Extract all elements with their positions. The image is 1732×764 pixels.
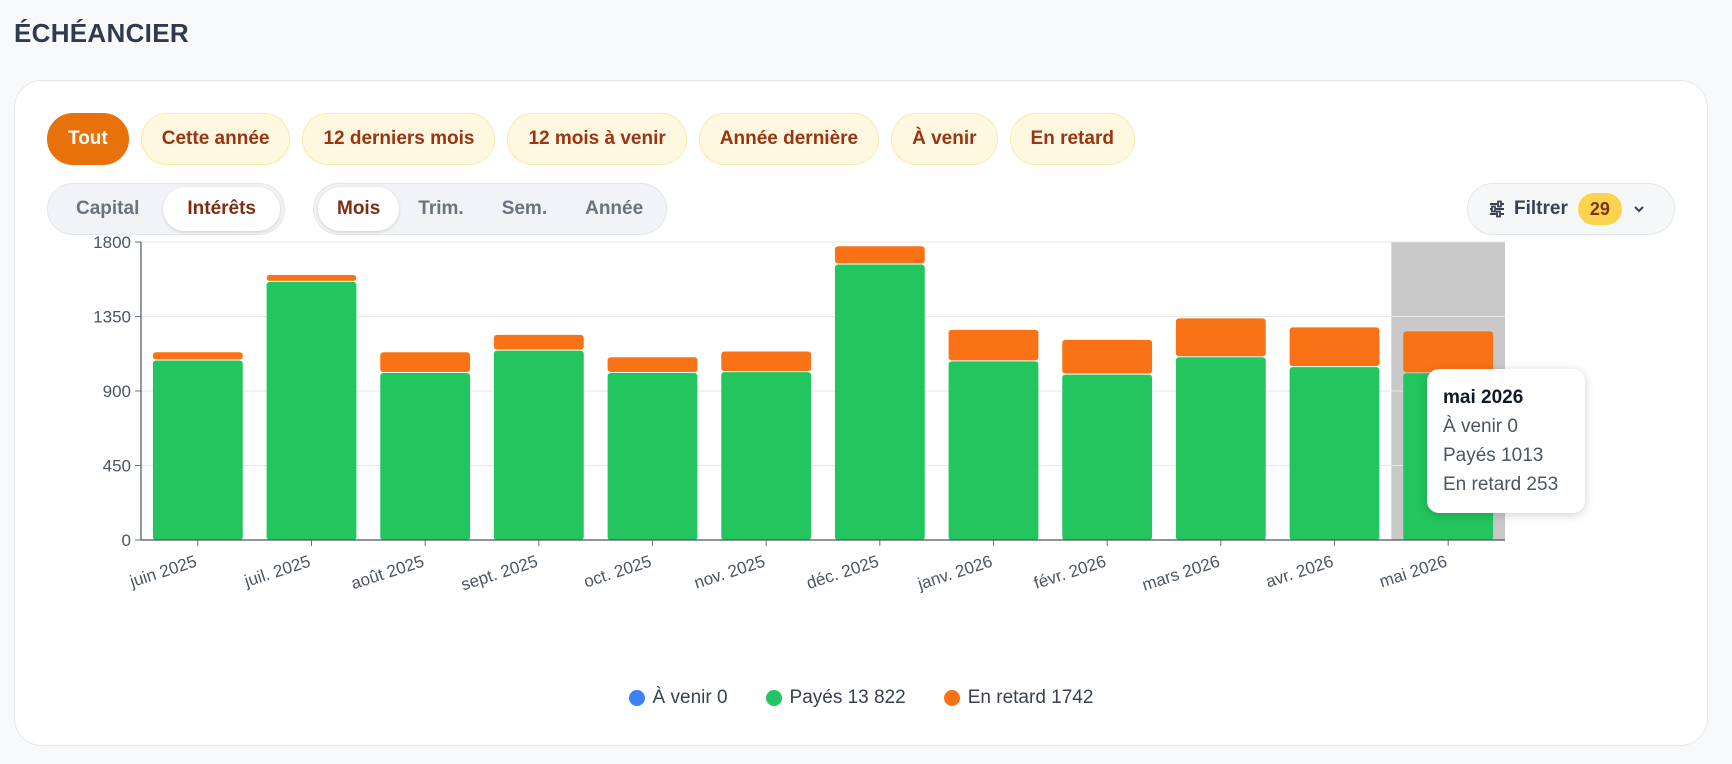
bar-segment (1062, 374, 1153, 540)
bar-segment (607, 372, 698, 540)
pill-12-derniers-mois[interactable]: 12 derniers mois (302, 113, 496, 165)
bar-segment (721, 351, 812, 372)
legend-swatch-a-venir (628, 690, 645, 706)
x-tick-label: janv. 2026 (914, 552, 994, 594)
filter-label: Filtrer (1514, 198, 1568, 219)
bar-segment (1175, 357, 1266, 540)
bar-segment (1403, 331, 1494, 373)
bar-segment (266, 274, 357, 281)
pill-12-mois-a-venir[interactable]: 12 mois à venir (507, 113, 687, 165)
x-tick-label: juin 2025 (127, 552, 199, 592)
bar-segment (493, 334, 584, 350)
bar-segment (607, 357, 698, 372)
toggle-trim[interactable]: Trim. (418, 198, 464, 219)
x-tick-label: avr. 2026 (1263, 552, 1335, 592)
toggle-sem[interactable]: Sem. (501, 198, 548, 219)
bar-segment (1289, 327, 1380, 367)
bar-segment (152, 352, 243, 360)
tooltip-title: mai 2026 (1443, 387, 1524, 408)
bar-segment (1175, 318, 1266, 357)
period-filter-pills: Tout Cette année 12 derniers mois 12 moi… (47, 113, 1135, 165)
metric-toggle: Capital Intérêts (47, 183, 285, 235)
bar-segment (1062, 339, 1153, 374)
x-tick-label: mars 2026 (1140, 552, 1222, 595)
bar-segment (266, 281, 357, 540)
x-tick-label: sept. 2025 (459, 552, 540, 595)
legend-item-en-retard[interactable]: En retard 1742 (943, 687, 1094, 709)
x-tick-label: juil. 2025 (241, 552, 313, 591)
toggle-capital[interactable]: Capital (76, 198, 140, 219)
tooltip-line-a-venir: À venir 0 (1443, 416, 1518, 437)
filter-button[interactable]: Filtrer 29 (1467, 183, 1675, 235)
y-tick-label: 1350 (93, 308, 131, 327)
pill-en-retard[interactable]: En retard (1009, 113, 1135, 165)
chevron-down-icon (1634, 206, 1644, 213)
granularity-toggle: Mois Trim. Sem. Année (313, 183, 668, 235)
sliders-icon (1490, 200, 1504, 218)
bar-segment (493, 350, 584, 540)
y-tick-label: 1800 (93, 233, 131, 252)
legend-label-payes: Payés 13 822 (789, 687, 906, 708)
legend-label-a-venir: À venir 0 (652, 687, 728, 708)
bar-segment (948, 361, 1039, 540)
bar-segment (948, 329, 1039, 361)
x-tick-label: oct. 2025 (581, 552, 653, 592)
chart-legend: À venir 0 Payés 13 822 En retard 1742 (15, 687, 1707, 709)
legend-item-a-venir[interactable]: À venir 0 (628, 687, 728, 709)
x-tick-label: mai 2026 (1377, 552, 1449, 592)
y-tick-label: 900 (103, 382, 131, 401)
chart-tooltip: mai 2026 À venir 0 Payés 1013 En retard … (1427, 369, 1585, 513)
bar-segment (834, 246, 925, 264)
legend-label-en-retard: En retard 1742 (967, 687, 1094, 708)
x-tick-label: août 2025 (349, 552, 427, 593)
pill-annee-derniere[interactable]: Année dernière (698, 113, 880, 165)
tooltip-line-payes: Payés 1013 (1443, 445, 1544, 466)
page-title: ÉCHÉANCIER (14, 18, 189, 48)
bar-segment (380, 372, 471, 540)
toggle-annee[interactable]: Année (585, 198, 644, 219)
legend-swatch-en-retard (943, 690, 960, 706)
pill-tout[interactable]: Tout (47, 113, 129, 165)
toggle-interets[interactable]: Intérêts (163, 187, 280, 231)
y-tick-label: 450 (103, 457, 131, 476)
bar-segment (152, 360, 243, 540)
tooltip-line-en-retard: En retard 253 (1443, 474, 1559, 495)
x-tick-label: déc. 2025 (804, 552, 881, 593)
legend-item-payes[interactable]: Payés 13 822 (765, 687, 906, 709)
bar-segment (721, 372, 812, 540)
filter-count-badge: 29 (1577, 193, 1622, 225)
bar-segment (1289, 367, 1380, 540)
x-tick-label: févr. 2026 (1032, 552, 1109, 593)
legend-swatch-payes (765, 690, 782, 706)
y-tick-label: 0 (122, 531, 131, 550)
pill-a-venir[interactable]: À venir (891, 113, 998, 165)
pill-cette-annee[interactable]: Cette année (140, 113, 291, 165)
x-tick-label: nov. 2025 (692, 552, 768, 593)
schedule-card: Tout Cette année 12 derniers mois 12 moi… (14, 80, 1708, 746)
bar-segment (834, 264, 925, 540)
bar-segment (380, 352, 471, 372)
toggle-mois[interactable]: Mois (318, 187, 400, 231)
stacked-bar-chart: 0 450 900 1350 1800 juin 2025 juil. 2025 août 2… (93, 233, 1505, 595)
